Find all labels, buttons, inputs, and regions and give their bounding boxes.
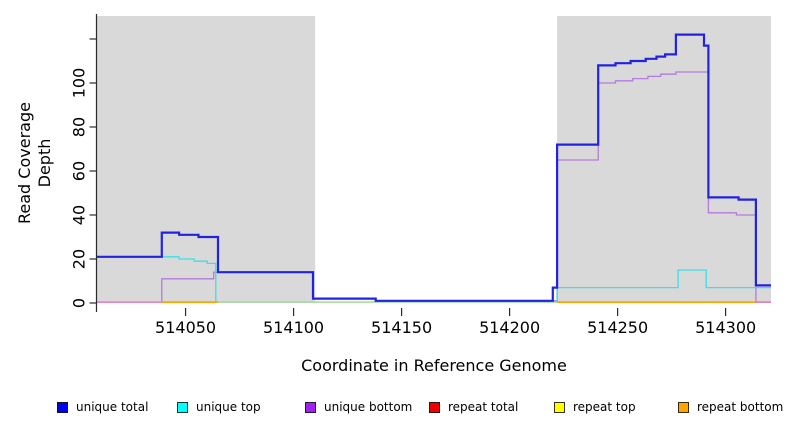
legend-swatch-unique-total [57,401,68,413]
legend-item-unique-bottom: unique bottom [305,398,412,416]
y-tick-label: 80 [70,117,89,137]
legend-item-repeat-bottom: repeat bottom [678,398,783,416]
series-unique-total [97,33,771,302]
x-tick-label: 514250 [587,318,648,337]
x-tick-label: 514200 [479,318,540,337]
legend-swatch-repeat-top [554,401,565,413]
y-tick-label: 40 [70,205,89,225]
legend-swatch-repeat-total [429,401,440,413]
x-tick-label: 514300 [695,318,756,337]
legend-label: unique bottom [324,400,413,414]
legend-swatch-unique-bottom [305,401,316,413]
legend-item-unique-total: unique total [57,398,148,416]
legend-item-repeat-total: repeat total [429,398,518,416]
y-tick-label: 60 [70,161,89,181]
y-tick-label: 20 [70,249,89,269]
y-tick-label: 100 [70,68,89,99]
legend-item-unique-top: unique top [177,398,261,416]
legend-item-repeat-top: repeat top [554,398,636,416]
legend-label: repeat top [573,400,636,414]
x-axis-title: Coordinate in Reference Genome [301,356,567,375]
x-tick-label: 514150 [371,318,432,337]
legend-swatch-repeat-bottom [678,401,689,413]
y-axis-title: Read Coverage Depth [15,102,54,224]
repeat-region-left [97,16,316,303]
legend-label: unique top [196,400,261,414]
legend-swatch-unique-top [177,401,188,413]
legend-label: repeat total [448,400,519,414]
x-tick-label: 514100 [263,318,324,337]
series-unique-top [97,256,217,303]
x-tick-label: 514050 [155,318,216,337]
legend-label: unique total [76,400,149,414]
y-tick-label: 0 [70,298,89,308]
legend-label: repeat bottom [697,400,784,414]
legend: unique total unique top unique bottom repea… [0,398,792,418]
